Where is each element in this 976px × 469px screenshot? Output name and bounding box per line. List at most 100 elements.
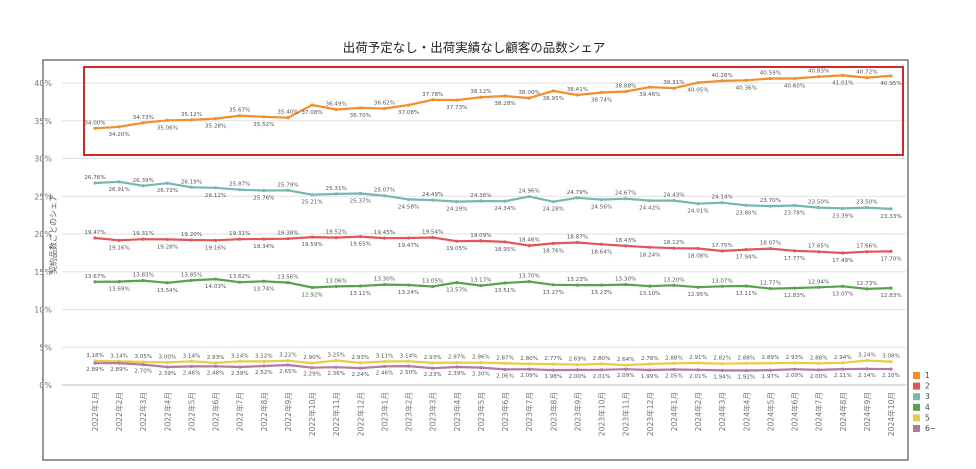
data-label: 13.30% [615, 277, 636, 283]
data-label: 23.78% [784, 210, 805, 216]
x-tick-label: 2022年10月 [307, 392, 317, 436]
data-label: 13.07% [832, 291, 853, 297]
legend-swatch [913, 403, 920, 411]
data-point [431, 198, 435, 202]
data-point [720, 249, 724, 253]
data-label: 2.00% [810, 374, 828, 380]
data-point [648, 245, 652, 249]
data-label: 36.62% [374, 101, 395, 107]
data-label: 26.12% [205, 193, 226, 199]
data-label: 24.28% [543, 207, 564, 213]
data-label: 40.83% [808, 69, 829, 75]
x-tick-label: 2024年3月 [717, 392, 727, 431]
data-label: 2.39% [231, 371, 249, 377]
data-label: 18.76% [543, 248, 564, 254]
data-point [286, 281, 290, 285]
data-point [214, 238, 218, 242]
data-point [93, 361, 97, 365]
data-label: 25.87% [229, 182, 250, 188]
x-tick-label: 2022年11月 [331, 392, 341, 436]
data-label: 18.07% [760, 241, 781, 247]
data-point [551, 283, 555, 287]
data-point [889, 286, 893, 290]
data-point [624, 89, 628, 94]
data-label: 2.89% [110, 367, 128, 373]
data-point [262, 364, 266, 368]
data-label: 19.16% [205, 245, 226, 251]
data-label: 18.43% [615, 238, 636, 244]
data-point [406, 103, 411, 107]
data-label: 13.83% [133, 273, 154, 279]
data-point [624, 363, 628, 367]
data-point [575, 363, 580, 367]
x-tick-labels: 2022年1月 2022年2月 2022年3月 2022年4月 2022年5月 2022年… [90, 392, 896, 436]
data-point [599, 362, 604, 366]
highlight-box [83, 66, 904, 156]
data-point [262, 279, 266, 283]
data-point [817, 205, 821, 210]
data-label: 2.46% [183, 370, 201, 376]
data-label: 13.51% [494, 288, 515, 294]
data-label: 13.27% [543, 290, 564, 296]
data-label: 19.28% [157, 244, 178, 250]
data-label: 2.30% [472, 372, 490, 378]
data-label: 40.59% [760, 71, 781, 77]
data-point [792, 249, 797, 253]
data-label: 13.10% [639, 291, 660, 297]
data-point [431, 366, 435, 370]
data-point [817, 368, 821, 372]
data-point [551, 362, 555, 366]
data-point [744, 247, 748, 252]
data-label: 2.52% [255, 370, 273, 376]
data-label: 24.79% [567, 190, 588, 196]
data-label: 35.28% [205, 124, 226, 130]
data-label: 12.83% [880, 293, 901, 299]
legend: 1 23 45 6~ [913, 371, 936, 433]
data-point [165, 281, 169, 285]
data-label: 13.06% [326, 278, 347, 284]
data-point [117, 238, 121, 242]
data-label: 3.22% [279, 353, 297, 359]
legend-swatch [913, 393, 920, 401]
data-label: 3.00% [158, 354, 176, 360]
plot-frame [42, 59, 909, 461]
y-tick-label: 35% [34, 117, 52, 126]
data-point [503, 94, 507, 98]
data-point [406, 197, 411, 202]
data-label: 2.46% [376, 370, 394, 376]
data-label: 19.65% [350, 242, 371, 248]
data-point [117, 280, 121, 284]
data-label: 17.75% [711, 243, 732, 249]
data-point [238, 365, 242, 369]
data-point [865, 358, 869, 363]
data-label: 2.90% [303, 355, 321, 361]
data-point [189, 278, 194, 283]
data-label: 2.09% [617, 373, 635, 379]
data-point [286, 363, 290, 367]
y-tick-label: 0% [39, 381, 52, 390]
x-tick-label: 2024年5月 [765, 392, 775, 431]
data-point [334, 107, 338, 112]
data-label: 13.85% [181, 272, 202, 278]
data-label: 23.39% [832, 213, 853, 219]
data-point [310, 285, 314, 290]
series-line-1 [94, 74, 892, 130]
data-point [262, 188, 266, 193]
data-point [93, 236, 97, 240]
data-point [672, 198, 676, 203]
data-label: 2.87% [496, 355, 514, 361]
data-label: 2.89% [762, 355, 780, 361]
data-point [117, 180, 121, 184]
data-label: 3.18% [86, 353, 104, 359]
legend-swatch [913, 425, 920, 432]
data-label: 35.52% [253, 122, 274, 128]
data-point [575, 196, 580, 200]
data-label: 1.99% [641, 374, 659, 380]
data-point [141, 184, 145, 188]
x-tick-label: 2023年9月 [572, 392, 582, 431]
data-label: 23.80% [736, 210, 757, 216]
data-point [768, 368, 772, 372]
x-tick-label: 2022年4月 [162, 392, 172, 431]
data-point [841, 361, 845, 365]
data-point [768, 286, 772, 291]
